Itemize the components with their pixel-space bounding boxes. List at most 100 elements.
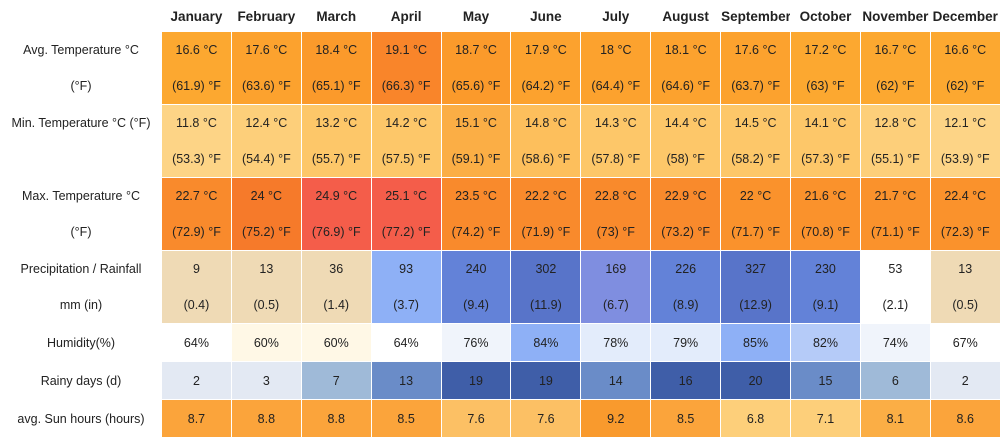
- data-cell: 18.1 °C(64.6) °F: [651, 32, 721, 105]
- cell-primary-value: 17.6 °C: [232, 32, 301, 68]
- cell-primary-value: 16.7 °C: [861, 32, 930, 68]
- cell-secondary-value: (0.5): [232, 287, 301, 323]
- data-cell: 24 °C(75.2) °F: [231, 178, 301, 251]
- data-cell: 6.8: [721, 400, 791, 438]
- row-label-line2: (°F): [1, 68, 161, 104]
- cell-secondary-value: (54.4) °F: [232, 141, 301, 177]
- data-cell: 7: [301, 362, 371, 400]
- cell-primary-value: 302: [511, 251, 580, 287]
- cell-secondary-value: (65.1) °F: [302, 68, 371, 104]
- cell-primary-value: 9: [162, 251, 231, 287]
- month-header: January: [162, 1, 232, 32]
- data-cell: 327(12.9): [721, 251, 791, 324]
- data-cell: 2: [162, 362, 232, 400]
- cell-primary-value: 36: [302, 251, 371, 287]
- cell-primary-value: 15.1 °C: [442, 105, 511, 141]
- data-cell: 3: [231, 362, 301, 400]
- data-cell: 8.5: [371, 400, 441, 438]
- data-cell: 8.7: [162, 400, 232, 438]
- month-header: April: [371, 1, 441, 32]
- cell-primary-value: 22.2 °C: [511, 178, 580, 214]
- cell-secondary-value: (73) °F: [581, 214, 650, 250]
- data-cell: 93(3.7): [371, 251, 441, 324]
- data-cell: 79%: [651, 324, 721, 362]
- month-header: July: [581, 1, 651, 32]
- data-cell: 11.8 °C(53.3) °F: [162, 105, 232, 178]
- cell-primary-value: 22.7 °C: [162, 178, 231, 214]
- data-cell: 8.5: [651, 400, 721, 438]
- row-label: Avg. Temperature °C(°F): [1, 32, 162, 105]
- month-header: November: [860, 1, 930, 32]
- data-cell: 8.6: [930, 400, 1000, 438]
- row-label-line1: Min. Temperature °C (°F): [1, 105, 161, 141]
- data-cell: 12.8 °C(55.1) °F: [860, 105, 930, 178]
- cell-secondary-value: (63) °F: [791, 68, 860, 104]
- data-cell: 8.8: [231, 400, 301, 438]
- data-cell: 230(9.1): [791, 251, 861, 324]
- cell-secondary-value: (77.2) °F: [372, 214, 441, 250]
- data-cell: 17.6 °C(63.7) °F: [721, 32, 791, 105]
- cell-secondary-value: (1.4): [302, 287, 371, 323]
- data-cell: 82%: [791, 324, 861, 362]
- cell-secondary-value: (75.2) °F: [232, 214, 301, 250]
- data-cell: 19: [441, 362, 511, 400]
- month-header-row: January February March April May June Ju…: [1, 1, 1000, 32]
- cell-secondary-value: (74.2) °F: [442, 214, 511, 250]
- data-cell: 25.1 °C(77.2) °F: [371, 178, 441, 251]
- data-cell: 17.9 °C(64.2) °F: [511, 32, 581, 105]
- cell-secondary-value: (72.9) °F: [162, 214, 231, 250]
- month-header: August: [651, 1, 721, 32]
- cell-primary-value: 93: [372, 251, 441, 287]
- data-cell: 53(2.1): [860, 251, 930, 324]
- cell-primary-value: 21.6 °C: [791, 178, 860, 214]
- data-cell: 7.6: [511, 400, 581, 438]
- cell-primary-value: 18.4 °C: [302, 32, 371, 68]
- cell-secondary-value: (53.3) °F: [162, 141, 231, 177]
- data-cell: 226(8.9): [651, 251, 721, 324]
- cell-secondary-value: (63.7) °F: [721, 68, 790, 104]
- data-cell: 14.1 °C(57.3) °F: [791, 105, 861, 178]
- cell-primary-value: 22.8 °C: [581, 178, 650, 214]
- cell-secondary-value: (53.9) °F: [931, 141, 1000, 177]
- data-cell: 2: [930, 362, 1000, 400]
- data-cell: 17.2 °C(63) °F: [791, 32, 861, 105]
- cell-secondary-value: (65.6) °F: [442, 68, 511, 104]
- row-label: Max. Temperature °C(°F): [1, 178, 162, 251]
- cell-primary-value: 22.9 °C: [651, 178, 720, 214]
- data-cell: 8.8: [301, 400, 371, 438]
- row-label: Humidity(%): [1, 324, 162, 362]
- month-header: March: [301, 1, 371, 32]
- data-cell: 7.6: [441, 400, 511, 438]
- cell-primary-value: 13: [232, 251, 301, 287]
- data-cell: 169(6.7): [581, 251, 651, 324]
- cell-secondary-value: (12.9): [721, 287, 790, 323]
- data-cell: 60%: [301, 324, 371, 362]
- cell-primary-value: 12.1 °C: [931, 105, 1000, 141]
- cell-primary-value: 240: [442, 251, 511, 287]
- cell-secondary-value: (55.7) °F: [302, 141, 371, 177]
- cell-primary-value: 19.1 °C: [372, 32, 441, 68]
- cell-secondary-value: (57.3) °F: [791, 141, 860, 177]
- data-cell: 19: [511, 362, 581, 400]
- data-cell: 22.8 °C(73) °F: [581, 178, 651, 251]
- cell-primary-value: 18.7 °C: [442, 32, 511, 68]
- cell-secondary-value: (71.9) °F: [511, 214, 580, 250]
- month-header: June: [511, 1, 581, 32]
- row-label-line1: Max. Temperature °C: [1, 178, 161, 214]
- cell-primary-value: 24.9 °C: [302, 178, 371, 214]
- cell-primary-value: 16.6 °C: [931, 32, 1000, 68]
- row-label-line2: (°F): [1, 214, 161, 250]
- cell-primary-value: 22.4 °C: [931, 178, 1000, 214]
- data-cell: 14.3 °C(57.8) °F: [581, 105, 651, 178]
- data-cell: 7.1: [791, 400, 861, 438]
- cell-secondary-value: (63.6) °F: [232, 68, 301, 104]
- data-cell: 14.5 °C(58.2) °F: [721, 105, 791, 178]
- cell-primary-value: 13.2 °C: [302, 105, 371, 141]
- cell-primary-value: 17.2 °C: [791, 32, 860, 68]
- data-cell: 16.6 °C(61.9) °F: [162, 32, 232, 105]
- data-cell: 78%: [581, 324, 651, 362]
